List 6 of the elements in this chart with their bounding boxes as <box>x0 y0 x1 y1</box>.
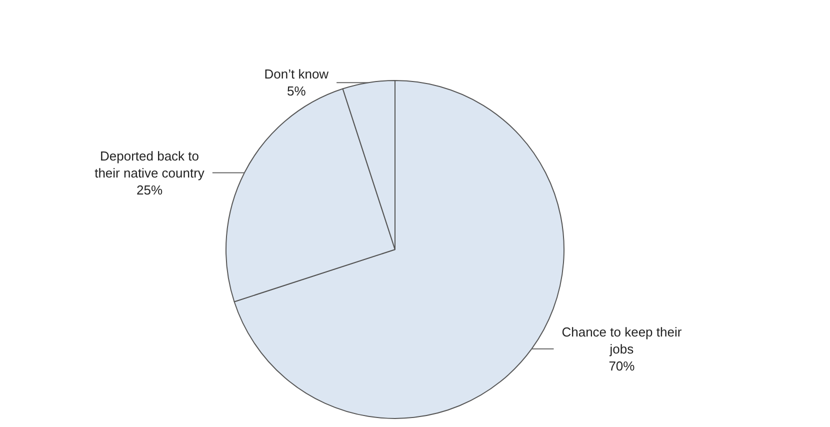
data-label: 70% <box>608 358 636 374</box>
slice-label: Deported back to their native country <box>94 148 205 180</box>
data-label: 25% <box>136 182 163 198</box>
slice-label: Don’t know <box>264 66 330 82</box>
slice-label: Chance to keep their jobs <box>562 324 682 356</box>
data-label: 5% <box>287 84 306 99</box>
